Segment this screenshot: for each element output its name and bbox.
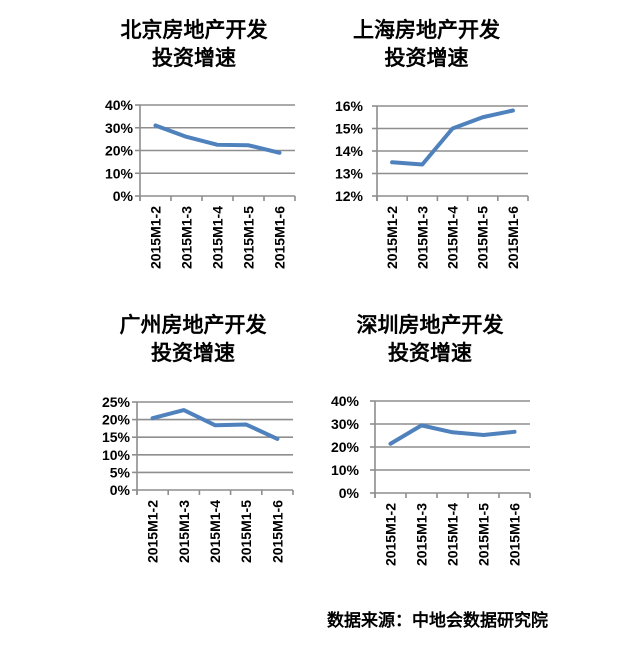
data-line <box>390 108 515 167</box>
y-tick-label: 30% <box>331 416 360 432</box>
x-tick-label: 2015M1-6 <box>505 206 521 269</box>
chart-plot-shanghai: 12% 13% 14% 15% 16% 2015M1-2 2015M1-3 2015M1-4 2… <box>335 98 529 269</box>
chart-title-beijing: 北京房地产开发 投资增速 <box>120 19 268 70</box>
x-tick-label: 2015M1-2 <box>384 206 400 269</box>
y-tick-label: 0% <box>339 485 360 501</box>
y-tick-label: 13% <box>335 166 364 182</box>
chart-title-shenzhen: 深圳房地产开发 投资增速 <box>356 314 504 365</box>
y-tick-label: 10% <box>105 165 134 181</box>
x-tick-label: 2015M1-3 <box>414 206 430 269</box>
y-tick-label: 40% <box>105 97 134 113</box>
data-line <box>388 423 517 446</box>
y-tick-label: 15% <box>102 429 131 445</box>
x-tick-label: 2015M1-3 <box>414 503 430 566</box>
x-tick-label: 2015M1-4 <box>210 206 226 269</box>
x-tick-label: 2015M1-3 <box>176 500 192 563</box>
y-tick-label: 14% <box>335 143 364 159</box>
x-tick-label: 2015M1-3 <box>179 206 195 269</box>
data-source-label: 数据来源：中地会数据研究院 <box>327 611 548 630</box>
chart-cell-shenzhen: 深圳房地产开发 投资增速 0% 10% 20% 30% 40% 2015M1-2 2015M… <box>320 300 640 610</box>
chart-title-guangzhou: 广州房地产开发 投资增速 <box>119 314 267 365</box>
x-tick-label: 2015M1-5 <box>475 206 491 269</box>
x-tick-label: 2015M1-5 <box>476 503 492 566</box>
y-tick-label: 25% <box>102 394 131 410</box>
chart-cell-shanghai: 上海房地产开发 投资增速 12% 13% 14% 15% 16% 2015M1-2 2015… <box>320 0 640 300</box>
x-tick-label: 2015M1-2 <box>148 206 164 269</box>
y-tick-label: 12% <box>335 188 364 204</box>
x-tick-label: 2015M1-4 <box>445 206 461 269</box>
y-tick-label: 15% <box>335 121 364 137</box>
y-tick-label: 20% <box>331 439 360 455</box>
y-tick-label: 30% <box>105 120 134 136</box>
y-tick-label: 10% <box>102 447 131 463</box>
chart-plot-shenzhen: 0% 10% 20% 30% 40% 2015M1-2 2015M1-3 2015M1-4 20… <box>331 393 531 566</box>
y-tick-label: 16% <box>335 98 364 114</box>
y-tick-label: 40% <box>331 393 360 409</box>
x-tick-label: 2015M1-4 <box>207 500 223 563</box>
chart-title-shanghai: 上海房地产开发 投资增速 <box>353 19 500 70</box>
x-tick-label: 2015M1-2 <box>145 500 161 563</box>
x-tick-label: 2015M1-6 <box>507 503 523 566</box>
chart-plot-beijing: 0% 10% 20% 30% 40% 2015M1-2 2015M1-3 2015M1-4 20… <box>105 97 296 269</box>
x-tick-label: 2015M1-5 <box>241 206 257 269</box>
x-tick-label: 2015M1-6 <box>269 500 285 563</box>
data-line <box>153 123 282 155</box>
data-line <box>150 408 280 441</box>
y-tick-label: 5% <box>110 464 131 480</box>
y-tick-label: 10% <box>331 462 360 478</box>
x-tick-label: 2015M1-5 <box>238 500 254 563</box>
y-tick-label: 20% <box>102 412 131 428</box>
chart-cell-guangzhou: 广州房地产开发 投资增速 0% 5% 10% 15% 20% 25% 2015M1-2 201… <box>0 300 320 610</box>
x-tick-label: 2015M1-6 <box>272 206 288 269</box>
x-tick-label: 2015M1-2 <box>383 503 399 566</box>
y-tick-label: 0% <box>110 482 131 498</box>
y-tick-label: 20% <box>105 143 134 159</box>
chart-cell-beijing: 北京房地产开发 投资增速 0% 10% 20% 30% 40% 2015M1-2 2015M… <box>0 0 320 300</box>
chart-plot-guangzhou: 0% 5%10% 15%20% 25% 2015M1-2 2015M1-3 2015M1-4… <box>102 394 294 563</box>
x-tick-label: 2015M1-4 <box>445 503 461 566</box>
y-tick-label: 0% <box>113 188 134 204</box>
